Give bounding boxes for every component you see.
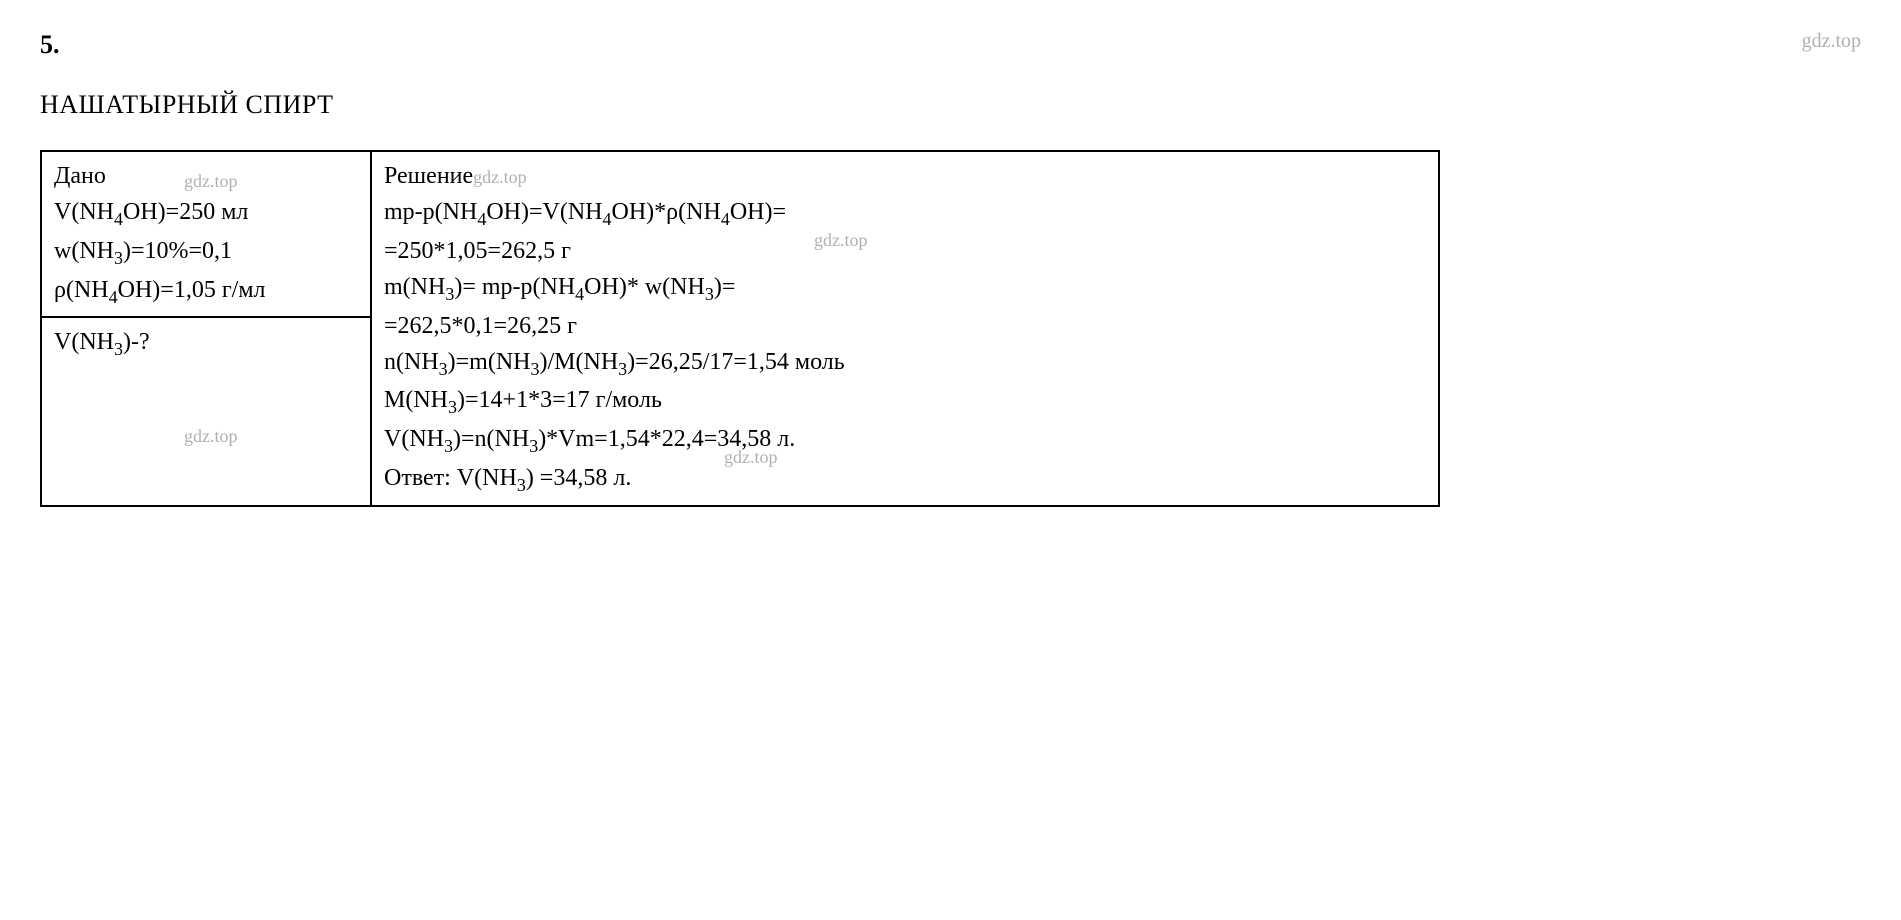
- s: 3: [517, 475, 526, 495]
- substance-title: НАШАТЫРНЫЙ СПИРТ: [40, 90, 1861, 120]
- sub: 4: [114, 209, 123, 229]
- t: =250*1,05=262,5 г: [384, 238, 571, 264]
- solution-line-7: V(NH3)=n(NH3)*Vm=1,54*22,4=34,58 л.: [384, 421, 1426, 460]
- s: 3: [448, 397, 457, 417]
- s: 3: [705, 284, 714, 304]
- solution-line-2: =250*1,05=262,5 г gdz.top: [384, 233, 1426, 269]
- watermark-given: gdz.top: [184, 168, 238, 195]
- t: V(NH: [384, 426, 444, 452]
- text: ρ(NH: [54, 277, 109, 303]
- t: mр-р(NH: [384, 199, 477, 225]
- watermark-sol-label: gdz.top: [473, 167, 527, 187]
- solution-line-6: M(NH3)=14+1*3=17 г/моль: [384, 382, 1426, 421]
- given-line-3: ρ(NH4OH)=1,05 г/мл: [54, 272, 358, 311]
- t: m(NH: [384, 274, 445, 300]
- solution-label-line: Решениеgdz.top: [384, 158, 1426, 194]
- solution-line-1: mр-р(NH4OH)=V(NH4OH)*ρ(NH4OH)=: [384, 194, 1426, 233]
- solution-table: Дано V(NH4OH)=250 мл gdz.top w(NH3)=10%=…: [40, 150, 1440, 507]
- solution-line-5: n(NH3)=m(NH3)/M(NH3)=26,25/17=1,54 моль: [384, 344, 1426, 383]
- t: M(NH: [384, 387, 448, 413]
- sub: 3: [114, 248, 123, 268]
- text: OH)=250 мл: [123, 199, 248, 225]
- watermark-given-bottom: gdz.top: [54, 423, 358, 450]
- t: ) =34,58 л.: [526, 465, 632, 491]
- s: 4: [477, 209, 486, 229]
- given-line-1: V(NH4OH)=250 мл gdz.top: [54, 194, 358, 233]
- text: )-?: [123, 329, 150, 355]
- watermark-sol-2: gdz.top: [814, 227, 868, 254]
- t: OH)* w(NH: [584, 274, 705, 300]
- t: )=14+1*3=17 г/моль: [457, 387, 662, 413]
- t: )/M(NH: [540, 349, 619, 375]
- t: )=n(NH: [453, 426, 529, 452]
- t: )= mр-р(NH: [454, 274, 575, 300]
- solution-label: Решение: [384, 163, 473, 189]
- s: 3: [531, 358, 540, 378]
- watermark-sol-8: gdz.top: [724, 444, 778, 471]
- s: 3: [618, 358, 627, 378]
- solution-line-8: Ответ: V(NH3) =34,58 л. gdz.top: [384, 460, 1426, 499]
- s: 3: [444, 436, 453, 456]
- s: 4: [603, 209, 612, 229]
- solution-line-4: =262,5*0,1=26,25 г: [384, 308, 1426, 344]
- t: )=m(NH: [448, 349, 531, 375]
- s: 4: [721, 209, 730, 229]
- s: 3: [439, 358, 448, 378]
- text: V(NH: [54, 199, 114, 225]
- sub: 4: [109, 286, 118, 306]
- solution-line-3: m(NH3)= mр-р(NH4OH)* w(NH3)=: [384, 269, 1426, 308]
- t: OH)*ρ(NH: [612, 199, 721, 225]
- given-cell: Дано V(NH4OH)=250 мл gdz.top w(NH3)=10%=…: [41, 151, 371, 506]
- text: OH)=1,05 г/мл: [118, 277, 266, 303]
- s: 3: [445, 284, 454, 304]
- t: )=26,25/17=1,54 моль: [627, 349, 845, 375]
- text: w(NH: [54, 238, 114, 264]
- given-divider: [42, 316, 370, 318]
- text: )=10%=0,1: [123, 238, 232, 264]
- t: )=: [714, 274, 736, 300]
- sub: 3: [114, 339, 123, 359]
- given-line-2: w(NH3)=10%=0,1: [54, 233, 358, 272]
- solution-cell: Решениеgdz.top mр-р(NH4OH)=V(NH4OH)*ρ(NH…: [371, 151, 1439, 506]
- s: 4: [575, 284, 584, 304]
- header-row: 5. gdz.top: [40, 30, 1861, 60]
- t: OH)=V(NH: [486, 199, 602, 225]
- problem-number: 5.: [40, 30, 60, 60]
- text: V(NH: [54, 329, 114, 355]
- t: OH)=: [730, 199, 786, 225]
- s: 3: [529, 436, 538, 456]
- t: n(NH: [384, 349, 439, 375]
- find-line: V(NH3)-?: [54, 324, 358, 363]
- watermark-top: gdz.top: [1802, 30, 1861, 53]
- t: Ответ: V(NH: [384, 465, 517, 491]
